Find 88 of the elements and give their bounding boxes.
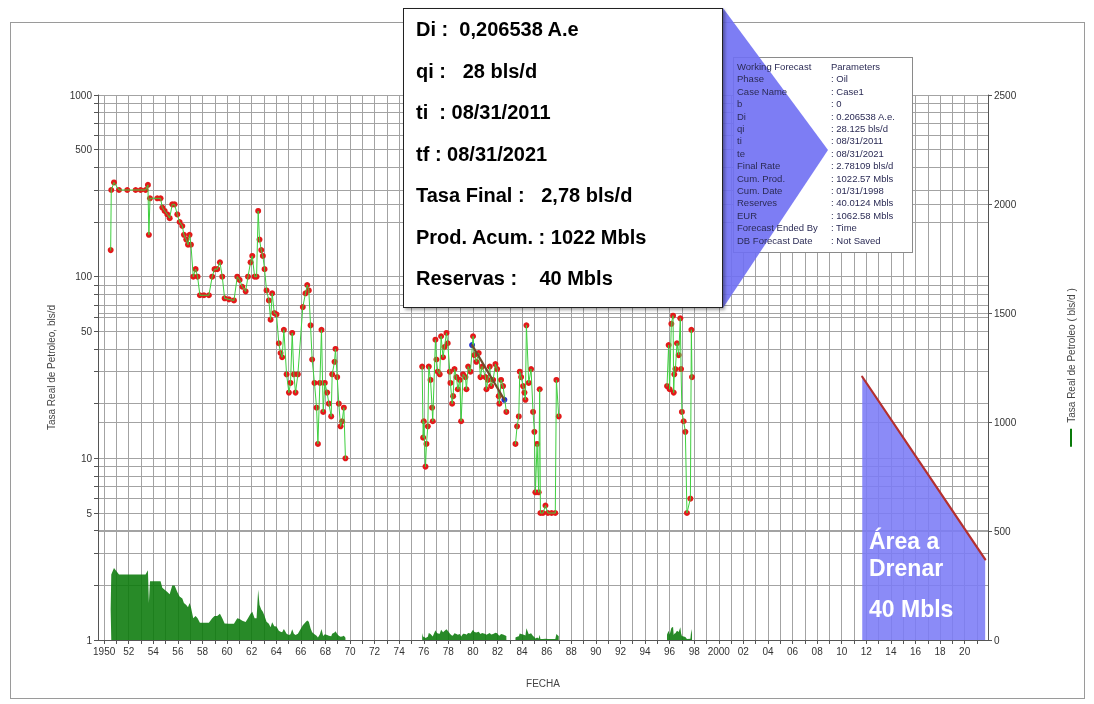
y2-tick-label: 1500 — [994, 307, 1017, 319]
annotation: Reserves — [737, 197, 779, 210]
x-tick-label: 94 — [639, 645, 652, 657]
x-tick-label: 78 — [442, 645, 455, 657]
annotation: Área a Drenar — [869, 526, 946, 581]
x-tick-label: 08 — [811, 645, 824, 657]
annotation: te — [737, 147, 746, 161]
annotation: : 01/31/1998 — [831, 185, 885, 198]
annotation: : 2.78109 bls/d — [831, 160, 895, 173]
annotation: : 0.206538 A.e. — [831, 110, 896, 124]
annotation: : 1062.58 Mbls — [831, 209, 895, 223]
x-tick-label: 76 — [418, 645, 430, 657]
x-tick-label: 52 — [123, 645, 135, 657]
annotation: b — [737, 98, 744, 111]
annotation: tf : 08/31/2021 — [416, 141, 549, 167]
y2-tick-label: 0 — [994, 634, 1000, 646]
x-tick-label: 90 — [590, 645, 602, 657]
text: qi : 28 bls/d — [416, 58, 539, 84]
annotation: EUR — [737, 209, 759, 223]
y-tick-label: 1 — [86, 634, 93, 646]
annotation: : 08/31/2021 — [831, 147, 885, 161]
annotation: ti : 08/31/2011 — [416, 100, 552, 125]
x-tick-label: 84 — [516, 645, 529, 657]
x-tick-label: 12 — [860, 645, 873, 657]
x-tick-label: 1950 — [93, 645, 116, 657]
x-tick-label: 2000 — [707, 645, 731, 657]
annotation: Reservas : 40 Mbls — [416, 266, 614, 291]
x-tick-label: 16 — [909, 645, 922, 657]
annotation: Cum. Prod. — [737, 172, 787, 186]
y-axis-title: Tasa Real de Petroleo, bls/d — [45, 304, 57, 431]
x-tick-label: 96 — [664, 645, 676, 657]
x-tick-label: 64 — [270, 645, 283, 657]
text: Phase — [737, 73, 765, 86]
x-tick-label: 60 — [221, 645, 234, 657]
x-tick-label: 98 — [688, 645, 701, 657]
x-axis-title: FECHA — [526, 677, 561, 689]
annotation: : 28.125 bls/d — [831, 123, 890, 136]
annotation: Prod. Acum. : 1022 Mbls — [416, 224, 648, 250]
y-tick-label: 50 — [80, 325, 93, 337]
x-tick-label: 02 — [737, 645, 750, 657]
x-tick-label: 72 — [369, 645, 381, 657]
annotation: : 1022.57 Mbls — [831, 172, 895, 186]
annotation: 40 Mbls — [869, 595, 954, 622]
x-tick-label: 74 — [393, 645, 406, 657]
annotation: : Case1 — [831, 85, 865, 99]
y-tick-label: 100 — [75, 271, 93, 283]
text: : Oil — [831, 73, 849, 86]
annotation: Tasa Final : 2,78 bls/d — [416, 183, 634, 208]
annotation: qi — [737, 123, 746, 136]
x-tick-label: 66 — [295, 645, 307, 657]
x-tick-label: 10 — [836, 645, 848, 657]
y2-tick-label: 500 — [994, 525, 1012, 537]
annotation: : 40.0124 Mbls — [831, 197, 895, 210]
y2-tick-label: 2000 — [994, 198, 1017, 210]
x-tick-label: 14 — [885, 645, 897, 657]
x-tick-label: 68 — [319, 645, 332, 657]
annotation: : Time — [831, 222, 858, 235]
annotation: : 08/31/2011 — [831, 135, 885, 148]
x-tick-label: 58 — [196, 645, 209, 657]
x-tick-label: 20 — [959, 645, 971, 657]
x-tick-label: 88 — [565, 645, 578, 657]
x-tick-label: 70 — [344, 645, 356, 657]
x-tick-label: 54 — [147, 645, 160, 657]
x-tick-label: 04 — [762, 645, 774, 657]
annotation: ti — [737, 135, 743, 148]
y-tick-label: 5 — [86, 507, 93, 519]
annotation: : Not Saved — [831, 234, 882, 248]
x-tick-label: 56 — [172, 645, 184, 657]
y2-tick-label: 2500 — [994, 89, 1017, 101]
y2-tick-label: 1000 — [994, 416, 1017, 428]
y2-axis-title: Tasa Real de Petroleo ( bls/d ) — [1065, 288, 1077, 423]
x-tick-label: 80 — [467, 645, 479, 657]
y-tick-label: 10 — [80, 452, 93, 464]
x-tick-label: 86 — [541, 645, 553, 657]
annotation: : 0 — [831, 98, 843, 111]
y-tick-label: 1000 — [69, 89, 93, 101]
text: Parameters — [831, 61, 882, 74]
x-tick-label: 82 — [491, 645, 504, 657]
text: Di : 0,206538 A.e — [416, 17, 580, 42]
annotation: Cum. Date — [737, 185, 784, 198]
annotation: Di — [737, 110, 747, 124]
annotation: Forecast Ended By — [737, 222, 819, 235]
x-tick-label: 92 — [614, 645, 627, 657]
annotation: Final Rate — [737, 160, 782, 173]
x-tick-label: 06 — [786, 645, 799, 657]
x-tick-label: 62 — [246, 645, 258, 657]
x-tick-label: 18 — [934, 645, 947, 657]
y-tick-label: 500 — [75, 144, 93, 156]
